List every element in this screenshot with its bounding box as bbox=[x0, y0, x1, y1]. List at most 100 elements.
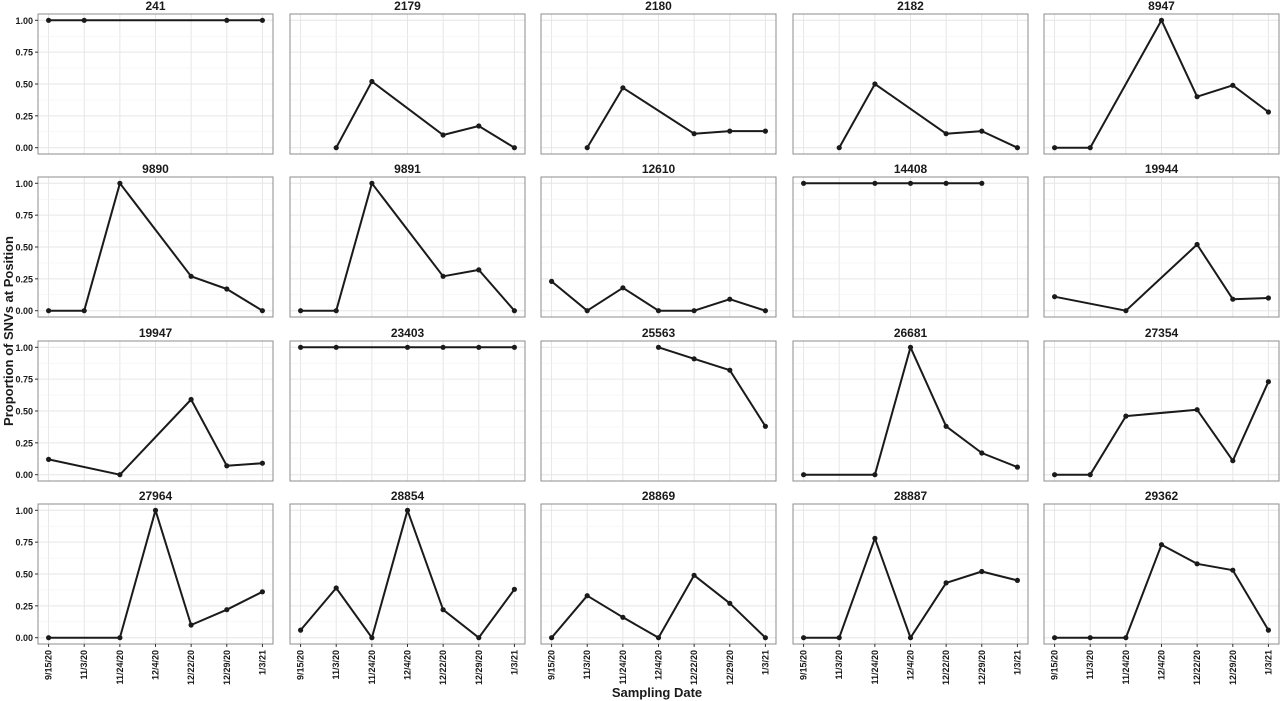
data-point bbox=[1123, 413, 1129, 419]
y-tick-label: 1.00 bbox=[15, 16, 33, 26]
data-point bbox=[979, 180, 985, 186]
data-point bbox=[801, 180, 807, 186]
data-point bbox=[1052, 472, 1058, 478]
data-point bbox=[691, 356, 697, 362]
data-point bbox=[1158, 542, 1165, 548]
data-point bbox=[1123, 635, 1129, 641]
panel-border bbox=[289, 340, 526, 482]
panel-border bbox=[1043, 13, 1280, 155]
data-point bbox=[979, 568, 985, 575]
series-line bbox=[1054, 381, 1270, 476]
data-point bbox=[907, 180, 914, 186]
data-point bbox=[1087, 472, 1093, 478]
panel-title: 2179 bbox=[394, 0, 421, 13]
data-point bbox=[476, 635, 482, 641]
facet-panel: 14408 bbox=[792, 162, 1029, 318]
x-tick-label: 1/3/21 bbox=[257, 650, 267, 675]
facet-panel: 2182 bbox=[792, 0, 1029, 155]
panel-border bbox=[792, 13, 1029, 155]
data-point bbox=[727, 296, 733, 302]
data-point bbox=[872, 472, 878, 478]
data-point bbox=[440, 607, 446, 613]
data-point bbox=[511, 308, 517, 314]
data-point bbox=[298, 308, 304, 314]
data-point bbox=[584, 308, 590, 314]
data-point bbox=[620, 285, 626, 291]
data-point bbox=[476, 267, 482, 273]
x-tick-label: 12/29/20 bbox=[725, 650, 735, 685]
data-point bbox=[224, 463, 230, 469]
data-point bbox=[1194, 94, 1200, 100]
y-tick-label: 0.00 bbox=[15, 306, 33, 316]
data-point bbox=[117, 635, 123, 641]
data-point bbox=[1194, 407, 1200, 413]
data-point bbox=[440, 132, 446, 138]
panel-title: 27964 bbox=[139, 489, 173, 503]
y-tick-label: 0.50 bbox=[15, 80, 33, 90]
data-point bbox=[655, 308, 662, 314]
panel-title: 28887 bbox=[894, 489, 928, 503]
data-point bbox=[511, 586, 517, 592]
x-tick-label: 12/22/20 bbox=[438, 650, 448, 685]
data-point bbox=[188, 273, 194, 279]
y-tick-label: 0.75 bbox=[15, 211, 33, 221]
y-tick-label: 1.00 bbox=[15, 506, 33, 516]
data-point bbox=[620, 85, 626, 91]
x-tick-label: 11/24/20 bbox=[870, 650, 880, 685]
data-point bbox=[907, 635, 914, 641]
facet-panel: 19944 bbox=[1043, 162, 1280, 318]
data-point bbox=[81, 308, 87, 314]
series-line bbox=[803, 346, 1018, 476]
data-point bbox=[1052, 294, 1058, 300]
data-point bbox=[259, 460, 265, 466]
data-point bbox=[1265, 379, 1271, 385]
x-tick-label: 11/3/20 bbox=[1085, 650, 1095, 680]
panel-title: 14408 bbox=[894, 162, 928, 176]
y-tick-label: 0.75 bbox=[15, 375, 33, 385]
data-point bbox=[691, 131, 697, 137]
facet-panel: 23403 bbox=[289, 326, 526, 482]
panel-title: 25563 bbox=[642, 326, 676, 340]
facet-panel: 28869 9/15/20 11/3/20 11/24/20 12/4/20 12/22/… bbox=[540, 489, 777, 685]
data-point bbox=[584, 593, 590, 599]
panel-title: 29362 bbox=[1145, 489, 1179, 503]
data-point bbox=[369, 635, 375, 641]
panel-title: 9890 bbox=[142, 162, 169, 176]
series-line bbox=[300, 182, 516, 312]
data-point bbox=[1014, 145, 1021, 151]
panel-border bbox=[792, 176, 1029, 318]
panel-border bbox=[540, 176, 777, 318]
data-point bbox=[584, 145, 590, 151]
data-point bbox=[943, 423, 949, 429]
panel-title: 19944 bbox=[1145, 162, 1179, 176]
data-point bbox=[1087, 635, 1093, 641]
facet-panel: 19947 0.00 0.25 0.50 0.75 1.00 bbox=[15, 326, 274, 482]
facet-panel: 27354 bbox=[1043, 326, 1280, 482]
data-point bbox=[727, 128, 733, 134]
x-tick-label: 12/4/20 bbox=[403, 650, 413, 680]
data-point bbox=[511, 344, 517, 350]
panel-border bbox=[1043, 176, 1280, 318]
data-point bbox=[727, 367, 733, 373]
data-point bbox=[46, 17, 52, 23]
data-point bbox=[46, 456, 52, 462]
y-tick-label: 0.50 bbox=[15, 570, 33, 580]
data-point bbox=[691, 308, 697, 314]
panel-border bbox=[289, 176, 526, 318]
data-point bbox=[1052, 635, 1058, 641]
x-tick-label: 9/15/20 bbox=[799, 650, 809, 680]
data-point bbox=[117, 472, 123, 478]
x-tick-label: 1/3/21 bbox=[1263, 650, 1273, 675]
facet-panel: 241 0.00 0.25 0.50 0.75 1.00 bbox=[15, 0, 274, 155]
data-point bbox=[979, 450, 985, 456]
x-tick-label: 1/3/21 bbox=[760, 650, 770, 675]
data-point bbox=[1265, 295, 1271, 301]
panel-title: 9891 bbox=[394, 162, 421, 176]
data-point bbox=[655, 344, 662, 350]
facet-panel: 29362 9/15/20 11/3/20 11/24/20 12/4/20 12/22/… bbox=[1043, 489, 1280, 685]
y-tick-label: 1.00 bbox=[15, 179, 33, 189]
data-point bbox=[46, 635, 52, 641]
x-tick-label: 12/29/20 bbox=[1228, 650, 1238, 685]
panel-border bbox=[540, 13, 777, 155]
